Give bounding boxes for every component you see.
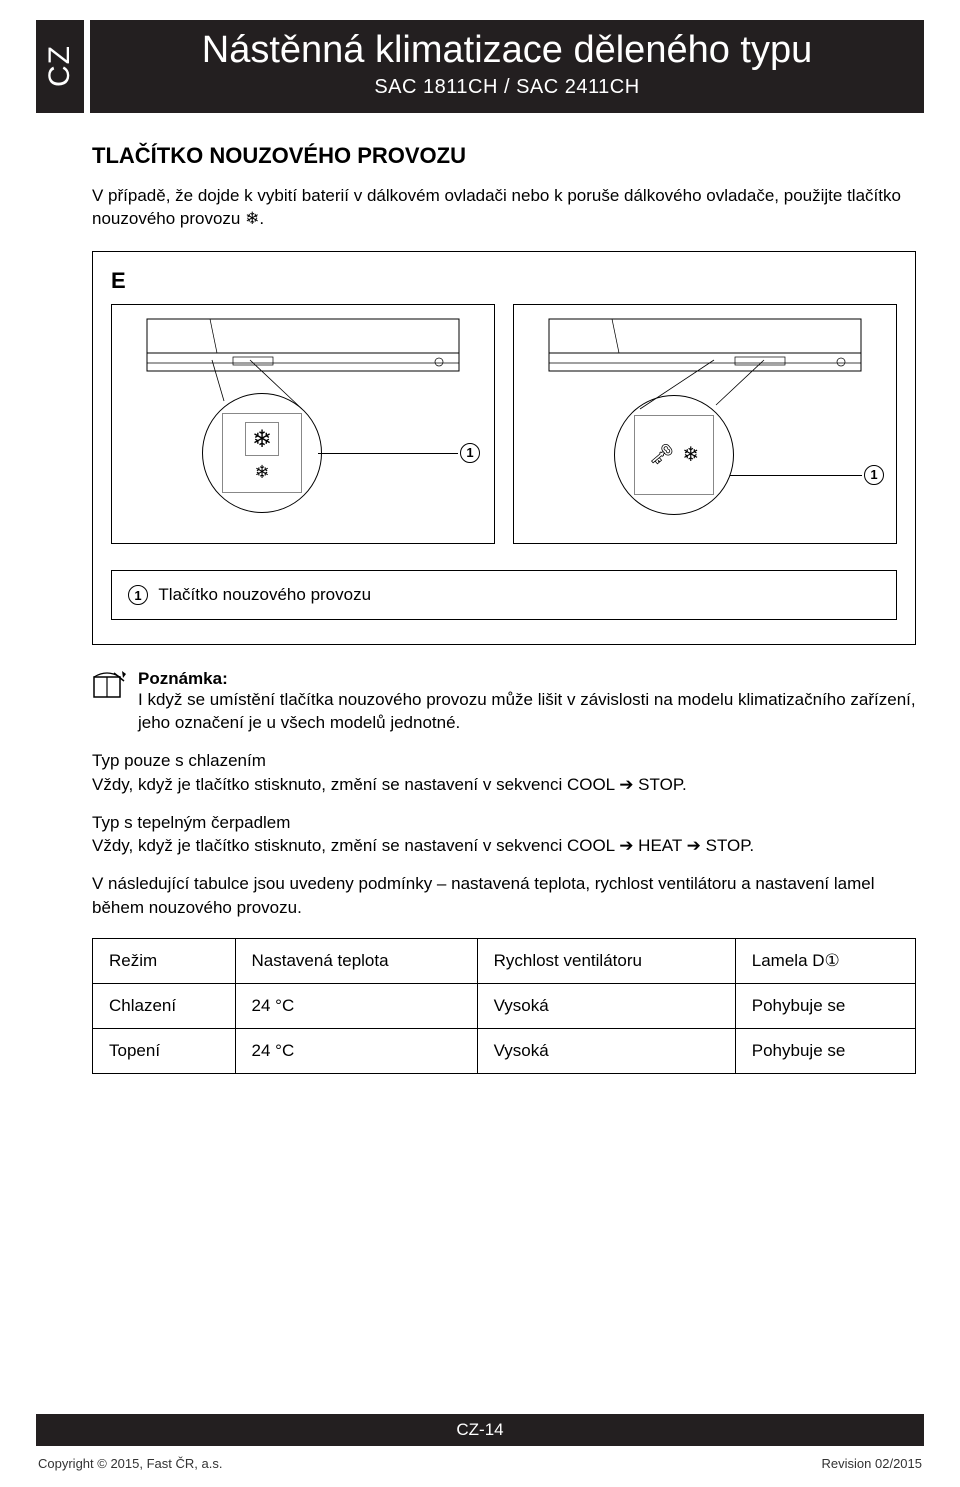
note-body: I když se umístění tlačítka nouzového pr… (138, 689, 916, 735)
table-header: Rychlost ventilátoru (477, 938, 735, 983)
note-heading: Poznámka: (138, 669, 916, 689)
table-cell: 24 °C (235, 983, 477, 1028)
heatpump-head: Typ s tepelným čerpadlem (92, 813, 290, 832)
figure-panels: ❄ ❄ 1 (111, 304, 897, 544)
cool-only-block: Typ pouze s chlazením Vždy, když je tlač… (92, 749, 916, 797)
page-subtitle: SAC 1811CH / SAC 2411CH (102, 76, 912, 99)
cool-only-body: Vždy, když je tlačítko stisknuto, změní … (92, 775, 687, 794)
table-row: Chlazení 24 °C Vysoká Pohybuje se (93, 983, 916, 1028)
table-header: Lamela D① (735, 938, 915, 983)
figure-label: E (111, 268, 897, 294)
section-intro: V případě, že dojde k vybití baterií v d… (92, 185, 916, 231)
table-intro: V následující tabulce jsou uvedeny podmí… (92, 872, 916, 920)
table-cell: 24 °C (235, 1028, 477, 1073)
lang-tab: CZ (36, 20, 84, 113)
content: TLAČÍTKO NOUZOVÉHO PROVOZU V případě, že… (36, 113, 924, 1074)
connector-lines (112, 305, 492, 545)
title-block: Nástěnná klimatizace děleného typu SAC 1… (90, 20, 924, 113)
table-cell: Pohybuje se (735, 983, 915, 1028)
footer-meta: Copyright © 2015, Fast ČR, a.s. Revision… (36, 1456, 924, 1471)
note-icon (92, 671, 126, 704)
heatpump-block: Typ s tepelným čerpadlem Vždy, když je t… (92, 811, 916, 859)
conditions-table: Režim Nastavená teplota Rychlost ventilá… (92, 938, 916, 1074)
table-cell: Vysoká (477, 983, 735, 1028)
lang-code: CZ (43, 45, 77, 87)
revision: Revision 02/2015 (822, 1456, 922, 1471)
table-row: Topení 24 °C Vysoká Pohybuje se (93, 1028, 916, 1073)
connector-lines (514, 305, 894, 545)
page: CZ Nástěnná klimatizace děleného typu SA… (0, 20, 960, 1487)
figure-caption-box: 1 Tlačítko nouzového provozu (111, 570, 897, 621)
table-row: Režim Nastavená teplota Rychlost ventilá… (93, 938, 916, 983)
note-block: Poznámka: I když se umístění tlačítka no… (92, 669, 916, 1074)
figure-panel-left: ❄ ❄ 1 (111, 304, 495, 544)
table-cell: Chlazení (93, 983, 236, 1028)
header: CZ Nástěnná klimatizace děleného typu SA… (36, 20, 924, 113)
figure-caption: Tlačítko nouzového provozu (158, 585, 371, 604)
heatpump-body: Vždy, když je tlačítko stisknuto, změní … (92, 836, 754, 855)
figure-box: E (92, 251, 916, 646)
copyright: Copyright © 2015, Fast ČR, a.s. (38, 1456, 222, 1471)
figure-panel-right: 🗝 ❄ 1 (513, 304, 897, 544)
page-title: Nástěnná klimatizace děleného typu (102, 30, 912, 72)
cool-only-head: Typ pouze s chlazením (92, 751, 266, 770)
section-heading: TLAČÍTKO NOUZOVÉHO PROVOZU (92, 143, 916, 169)
table-cell: Topení (93, 1028, 236, 1073)
table-cell: Vysoká (477, 1028, 735, 1073)
table-cell: Pohybuje se (735, 1028, 915, 1073)
table-header: Režim (93, 938, 236, 983)
table-header: Nastavená teplota (235, 938, 477, 983)
callout-number: 1 (128, 585, 148, 605)
footer-bar: CZ-14 (36, 1414, 924, 1446)
